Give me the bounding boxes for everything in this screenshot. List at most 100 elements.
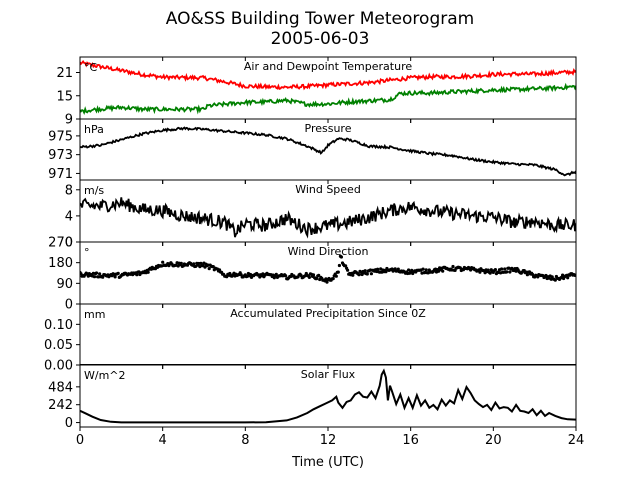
panel-solar-flux: 0 242 484 0 4 8 12 16 20 24 Solar Flux W/m^2 (48, 364, 585, 448)
y-tick-label: 270 (48, 236, 73, 251)
data-point (98, 272, 102, 276)
data-point (441, 269, 445, 273)
data-point (228, 271, 232, 276)
data-point (505, 270, 509, 274)
data-point (311, 273, 316, 277)
panel-title-wind-direction: Wind Direction (288, 245, 369, 258)
y-tick-label: 0 (65, 236, 73, 251)
y-tick-label: 180 (48, 256, 73, 271)
data-point (94, 271, 99, 275)
data-point (274, 272, 278, 276)
panel-temperature: 9 15 21 Air and Dewpoint Temperature °C (56, 56, 577, 128)
series-wind-direction-points (80, 254, 576, 284)
data-point (508, 270, 512, 274)
y-tick-label: 8 (65, 183, 73, 198)
y-tick-label: 90 (56, 277, 73, 292)
data-point (553, 278, 557, 282)
figure-title-line2: 2005-06-03 (271, 29, 370, 49)
data-point (525, 273, 530, 277)
data-point (503, 267, 507, 271)
data-point (325, 280, 329, 284)
data-point (493, 268, 497, 272)
unit-label-temperature: °C (84, 61, 98, 74)
y-tick-label: 0 (65, 416, 73, 431)
unit-label-precipitation: mm (84, 308, 105, 321)
y-tick-label: 971 (48, 167, 73, 182)
data-point (331, 277, 335, 281)
data-point (207, 267, 211, 271)
panel-precipitation: 0.00 0.05 0.10 Accumulated Precipitation Si… (44, 303, 577, 374)
series-line-temperature-1 (80, 82, 576, 116)
y-tick-label: 0.05 (44, 338, 73, 353)
panel-title-temperature: Air and Dewpoint Temperature (244, 60, 412, 73)
series-line-temperature-0 (80, 60, 576, 91)
y-tick-label: 21 (56, 66, 73, 81)
data-point (421, 267, 425, 271)
figure-title-line1: AO&SS Building Tower Meteorogram (166, 9, 474, 29)
data-point (135, 273, 139, 277)
data-point (396, 267, 400, 271)
data-point (424, 268, 428, 272)
unit-label-solar-flux: W/m^2 (84, 369, 126, 382)
data-point (365, 272, 369, 276)
data-point (307, 275, 311, 279)
panel-title-wind-speed: Wind Speed (295, 183, 361, 196)
panel-title-precipitation: Accumulated Precipitation Since 0Z (230, 307, 426, 320)
data-point (92, 275, 97, 279)
data-point (334, 274, 338, 278)
data-point (339, 255, 343, 259)
data-point (357, 273, 361, 277)
data-point (161, 260, 165, 264)
y-tick-label: 4 (65, 209, 73, 224)
y-tick-label: 242 (48, 398, 73, 413)
data-point (101, 275, 105, 279)
data-point (317, 273, 321, 277)
data-point (451, 264, 455, 269)
panel-title-pressure: Pressure (305, 122, 352, 135)
data-point (346, 268, 350, 272)
x-tick-label: 20 (485, 433, 502, 448)
panel-title-solar-flux: Solar Flux (301, 368, 356, 381)
data-point (344, 264, 348, 268)
data-point (351, 273, 355, 277)
x-tick-label: 16 (402, 433, 419, 448)
data-point (407, 268, 411, 272)
data-point (500, 267, 504, 271)
y-tick-label: 0 (65, 298, 73, 313)
y-tick-label: 484 (48, 380, 73, 395)
x-tick-label: 24 (568, 433, 585, 448)
data-point (363, 269, 367, 273)
data-point (566, 276, 570, 280)
data-point (284, 274, 288, 278)
data-point (116, 271, 120, 275)
panels: 9 15 21 Air and Dewpoint Temperature °C 971 97… (44, 56, 585, 448)
data-point (179, 261, 183, 265)
data-point (113, 275, 117, 279)
x-tick-label: 8 (241, 433, 249, 448)
x-axis-label: Time (UTC) (291, 455, 364, 470)
y-tick-label: 0.10 (44, 318, 73, 333)
series-line-pressure-0 (80, 126, 576, 177)
data-point (478, 270, 482, 274)
data-point (315, 277, 319, 281)
y-tick-label: 9 (65, 113, 73, 128)
data-point (337, 263, 341, 268)
x-tick-label: 0 (76, 433, 84, 448)
y-tick-label: 975 (48, 129, 73, 144)
unit-label-pressure: hPa (84, 123, 104, 136)
data-point (336, 270, 340, 274)
series-line-solar-flux-0 (80, 368, 576, 424)
data-point (376, 267, 380, 271)
y-tick-label: 15 (56, 89, 73, 104)
series-line-wind-speed-0 (80, 197, 576, 239)
x-tick-label: 4 (159, 433, 167, 448)
data-point (369, 272, 373, 276)
unit-label-wind-speed: m/s (84, 184, 104, 197)
data-point (146, 270, 150, 274)
unit-label-wind-direction: ° (84, 246, 90, 259)
y-tick-label: 973 (48, 148, 73, 163)
data-point (192, 262, 196, 266)
x-tick-label: 12 (320, 433, 337, 448)
